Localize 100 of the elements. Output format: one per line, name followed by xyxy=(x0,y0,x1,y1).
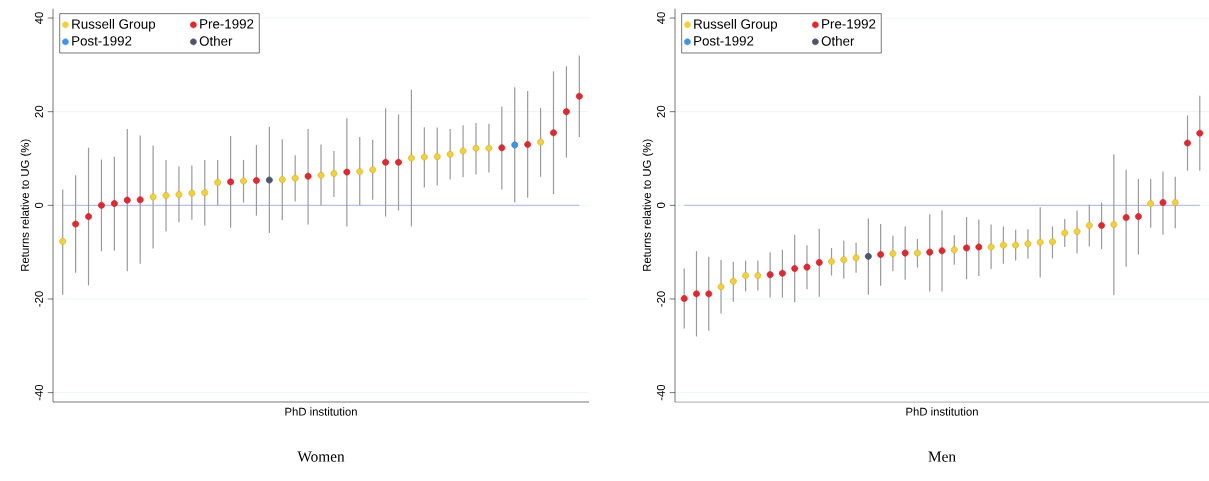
point xyxy=(123,196,131,204)
y-tick-label: -40 xyxy=(656,384,665,401)
legend-label: Russell Group xyxy=(72,18,156,32)
point xyxy=(485,144,493,152)
point xyxy=(963,244,970,252)
point xyxy=(1159,199,1167,206)
point xyxy=(356,168,364,176)
y-tick-label: -40 xyxy=(34,384,43,401)
point xyxy=(791,265,799,272)
y-tick-label: 20 xyxy=(656,105,665,118)
point xyxy=(1036,238,1044,246)
point xyxy=(175,191,183,198)
point xyxy=(317,171,325,179)
point xyxy=(987,243,995,251)
point xyxy=(304,172,312,180)
point xyxy=(201,189,209,197)
point xyxy=(446,150,454,158)
y-tick-label: 20 xyxy=(34,105,43,118)
point xyxy=(563,108,570,116)
point xyxy=(680,295,688,302)
point xyxy=(975,243,983,251)
point xyxy=(717,283,725,291)
y-tick-label: -20 xyxy=(34,291,43,307)
text: Women xyxy=(297,451,345,462)
point xyxy=(433,153,441,161)
legend-label: Other xyxy=(821,35,855,46)
point xyxy=(926,248,934,256)
point xyxy=(914,249,921,257)
point xyxy=(938,247,946,255)
point xyxy=(369,166,377,174)
y-tick-label: 0 xyxy=(656,202,665,209)
legend-label: Pre-1992 xyxy=(200,19,254,29)
y-tick-label: 0 xyxy=(34,202,43,209)
point xyxy=(1184,139,1191,147)
x-axis-title: PhD institution xyxy=(906,407,978,416)
point xyxy=(950,246,958,254)
point xyxy=(98,201,105,209)
point xyxy=(840,256,848,264)
point xyxy=(214,178,222,186)
point xyxy=(227,178,235,186)
point xyxy=(828,258,835,265)
point xyxy=(889,250,897,257)
y-tick-label: 40 xyxy=(656,12,665,25)
point xyxy=(72,220,80,228)
point xyxy=(459,147,467,155)
legend-label: Pre-1992 xyxy=(822,19,876,29)
point xyxy=(803,263,811,271)
text: Men xyxy=(928,451,956,462)
point xyxy=(265,176,273,184)
point xyxy=(705,290,713,298)
point xyxy=(85,213,92,220)
point xyxy=(511,141,519,149)
point xyxy=(395,158,402,166)
point xyxy=(110,200,118,207)
point xyxy=(1147,200,1155,207)
point xyxy=(291,174,299,182)
point xyxy=(59,237,67,245)
point xyxy=(815,259,823,266)
point xyxy=(162,192,170,199)
point xyxy=(1049,238,1056,246)
y-tick-label: -20 xyxy=(656,291,665,307)
legend-label: Post-1992 xyxy=(72,36,132,46)
point xyxy=(524,141,532,148)
point xyxy=(575,92,583,100)
point xyxy=(877,251,885,258)
point xyxy=(852,254,860,262)
y-axis-title: Returns relative to UG (%) xyxy=(642,139,654,271)
point xyxy=(999,241,1007,249)
point xyxy=(864,252,872,260)
point xyxy=(408,154,415,162)
point xyxy=(420,153,428,161)
y-axis-title: Returns relative to UG (%) xyxy=(20,139,32,271)
point xyxy=(550,129,557,137)
point xyxy=(472,144,480,152)
point xyxy=(330,170,338,177)
point xyxy=(382,158,389,166)
x-axis-title: PhD institution xyxy=(285,407,357,416)
point xyxy=(537,138,544,146)
point xyxy=(766,271,774,279)
point xyxy=(742,272,749,279)
point xyxy=(343,168,351,176)
point xyxy=(693,290,700,298)
point xyxy=(1012,241,1020,249)
point xyxy=(1122,214,1130,221)
point xyxy=(729,277,737,285)
point xyxy=(1024,240,1032,248)
point xyxy=(901,249,909,257)
point xyxy=(754,272,762,279)
point xyxy=(253,177,260,184)
point xyxy=(136,196,144,204)
y-tick-label: 40 xyxy=(34,12,43,25)
legend-label: Post-1992 xyxy=(694,36,754,46)
legend-label: Other xyxy=(199,35,233,46)
point xyxy=(1085,222,1093,229)
point xyxy=(779,269,786,277)
point xyxy=(1110,221,1118,228)
point xyxy=(278,176,286,183)
point xyxy=(1171,199,1179,206)
point xyxy=(149,193,157,201)
point xyxy=(1135,213,1142,220)
